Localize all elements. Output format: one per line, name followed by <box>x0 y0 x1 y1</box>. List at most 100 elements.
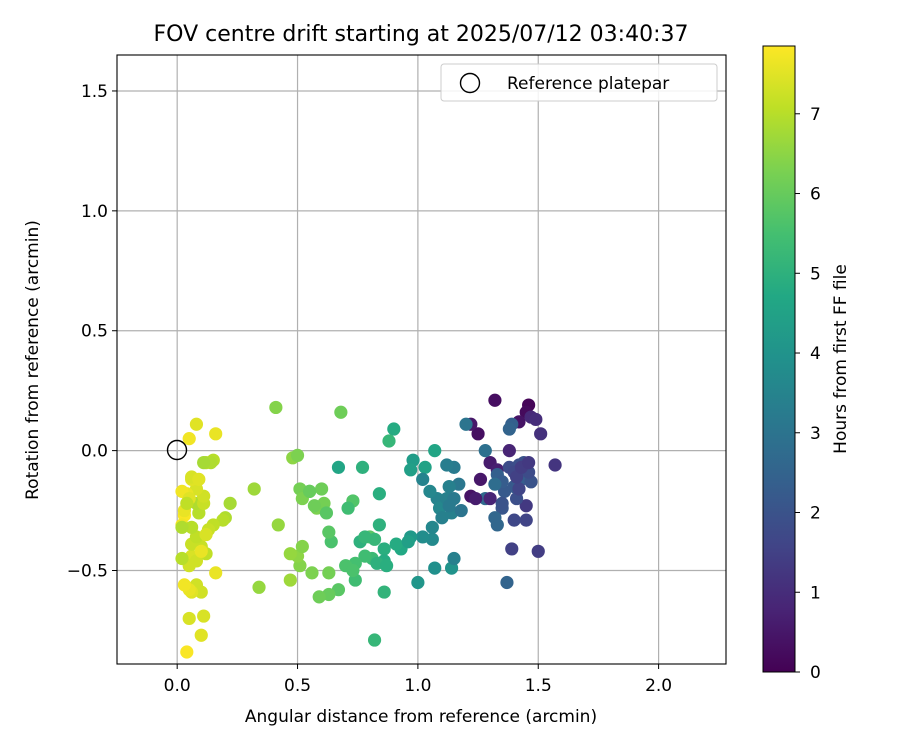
data-point <box>478 444 492 458</box>
data-point <box>529 412 543 427</box>
colorbar-label: Hours from first FF file <box>831 264 851 454</box>
data-point <box>522 455 536 470</box>
colorbar-ticks: 0 1 2 3 4 5 6 7 <box>795 105 821 683</box>
data-point <box>194 585 208 599</box>
data-point <box>269 400 283 415</box>
colorbar-tick-label: 7 <box>810 105 821 125</box>
data-point <box>319 506 334 520</box>
data-point <box>346 563 360 578</box>
data-point <box>322 566 336 580</box>
data-point <box>175 520 189 534</box>
data-point <box>519 499 533 513</box>
data-point <box>507 513 521 527</box>
data-point <box>505 542 519 556</box>
y-tick-label: 0.5 <box>81 322 108 342</box>
data-point <box>180 496 194 510</box>
data-point <box>454 503 468 518</box>
data-point <box>382 434 396 448</box>
x-tick-label: 0.0 <box>164 676 191 696</box>
data-point <box>459 417 473 431</box>
data-point <box>401 535 415 549</box>
data-point <box>322 525 336 539</box>
data-point <box>305 566 319 580</box>
data-point <box>252 580 266 594</box>
data-point <box>442 499 456 513</box>
colorbar-tick-label: 5 <box>810 264 821 284</box>
reference-platepar-marker <box>166 439 188 461</box>
plot-frame <box>116 54 727 665</box>
data-point <box>404 463 418 477</box>
data-point <box>283 547 297 561</box>
legend-label: Reference platepar <box>507 74 669 94</box>
data-point <box>302 484 317 498</box>
y-tick-label: −0.5 <box>67 561 108 581</box>
data-point <box>283 573 297 587</box>
colorbar-tick-label: 4 <box>810 344 821 364</box>
y-tick-label: 0.0 <box>81 442 108 462</box>
data-point <box>175 551 189 566</box>
grid-lines <box>117 55 726 664</box>
data-point <box>471 427 485 441</box>
data-point <box>199 527 213 542</box>
data-point <box>377 542 391 556</box>
chart-title: FOV centre drift starting at 2025/07/12 … <box>154 22 689 47</box>
data-point <box>488 393 502 407</box>
data-point <box>189 417 204 431</box>
data-point <box>372 518 386 532</box>
data-point <box>500 575 514 590</box>
data-point <box>209 566 223 580</box>
legend-box <box>440 63 718 102</box>
data-point <box>192 472 206 486</box>
data-point <box>182 611 196 626</box>
colorbar-tick-label: 2 <box>810 504 821 524</box>
data-point <box>416 472 430 486</box>
data-point <box>197 455 211 470</box>
colorbar-tick-label: 1 <box>810 583 821 603</box>
data-point <box>247 482 261 496</box>
data-point <box>271 518 285 532</box>
data-point <box>502 444 516 458</box>
y-axis-ticks: −0.5 0.0 0.5 1.0 1.5 <box>67 82 117 581</box>
y-tick-label: 1.5 <box>81 82 108 102</box>
data-point <box>290 448 305 463</box>
data-point <box>389 537 403 551</box>
data-point <box>355 460 370 474</box>
y-tick-label: 1.0 <box>81 202 108 222</box>
data-point <box>425 520 439 534</box>
data-point <box>428 561 442 575</box>
colorbar-tick-label: 3 <box>810 424 821 444</box>
data-point <box>447 551 461 566</box>
data-point <box>502 422 516 436</box>
data-point <box>367 633 382 647</box>
x-tick-label: 2.0 <box>645 676 672 696</box>
x-axis-label: Angular distance from reference (arcmin) <box>245 707 597 727</box>
data-point <box>495 496 509 510</box>
data-point <box>295 539 309 554</box>
data-point <box>358 530 372 544</box>
y-axis-label: Rotation from reference (arcmin) <box>23 220 43 500</box>
data-point <box>194 544 208 558</box>
colorbar <box>762 45 796 673</box>
data-point <box>377 585 391 599</box>
data-point <box>194 628 208 642</box>
data-point <box>177 578 191 592</box>
data-point <box>512 482 526 496</box>
data-point <box>180 645 194 659</box>
data-point <box>519 513 533 527</box>
data-point <box>341 501 355 515</box>
data-point <box>315 482 329 496</box>
data-point <box>307 499 321 513</box>
data-point <box>416 530 430 544</box>
data-point <box>473 472 488 486</box>
data-point <box>387 422 401 436</box>
x-tick-label: 1.0 <box>404 676 431 696</box>
data-point <box>197 609 211 623</box>
data-point <box>411 575 425 590</box>
data-point <box>469 491 483 506</box>
data-point <box>442 479 456 494</box>
x-axis-ticks: 0.0 0.5 1.0 1.5 2.0 <box>164 664 672 696</box>
data-point <box>490 518 504 532</box>
x-tick-label: 1.5 <box>525 676 552 696</box>
data-point <box>185 520 199 534</box>
